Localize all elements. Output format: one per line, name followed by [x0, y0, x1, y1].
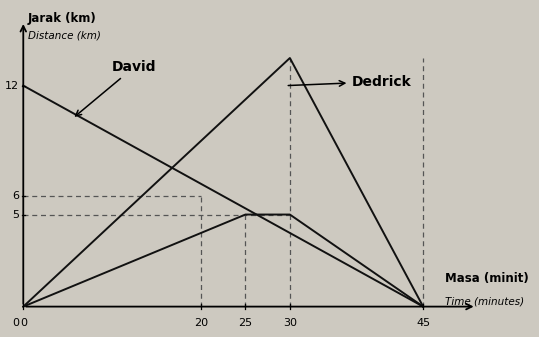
Text: Masa (minit): Masa (minit) — [445, 272, 529, 284]
Text: 20: 20 — [194, 318, 208, 328]
Text: Dedrick: Dedrick — [288, 74, 412, 89]
Text: 30: 30 — [283, 318, 297, 328]
Text: Distance (km): Distance (km) — [27, 30, 101, 40]
Text: David: David — [75, 60, 157, 116]
Text: 45: 45 — [416, 318, 430, 328]
Text: 6: 6 — [12, 191, 19, 201]
Text: 25: 25 — [238, 318, 252, 328]
Text: Time (minutes): Time (minutes) — [445, 297, 524, 307]
Text: 0: 0 — [13, 318, 20, 328]
Text: Jarak (km): Jarak (km) — [27, 12, 96, 25]
Text: 5: 5 — [12, 210, 19, 219]
Text: 0: 0 — [20, 318, 27, 328]
Text: 12: 12 — [5, 81, 19, 91]
